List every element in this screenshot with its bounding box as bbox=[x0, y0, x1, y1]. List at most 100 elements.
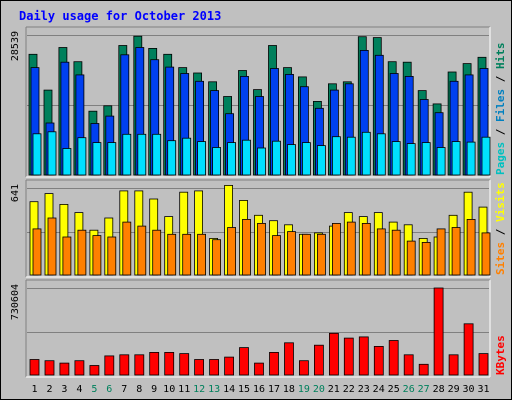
bar-kbytes-day-5 bbox=[89, 365, 100, 376]
bar-kbytes-day-7 bbox=[119, 354, 130, 376]
bar-sites-day-11 bbox=[182, 233, 192, 276]
day-label-20: 20 bbox=[313, 384, 325, 395]
bar-pages-day-16 bbox=[257, 147, 266, 176]
bar-pages-day-3 bbox=[62, 148, 72, 176]
bar-sites-day-26 bbox=[406, 240, 416, 276]
panel-hits-legend: Pages / Files / Hits bbox=[494, 43, 507, 176]
panel-kbytes-area bbox=[26, 280, 490, 377]
legend-separator: / bbox=[494, 222, 507, 242]
bar-sites-day-14 bbox=[227, 227, 237, 276]
bar-kbytes-day-21 bbox=[328, 332, 339, 376]
legend-item-visits: Visits bbox=[494, 182, 507, 222]
day-label-30: 30 bbox=[462, 384, 474, 395]
day-label-13: 13 bbox=[208, 384, 220, 395]
bar-kbytes-day-13 bbox=[209, 359, 220, 376]
bar-kbytes-day-19 bbox=[298, 360, 309, 376]
bar-sites-day-29 bbox=[451, 227, 461, 276]
bar-sites-day-20 bbox=[316, 233, 326, 276]
legend-separator: / bbox=[494, 122, 507, 142]
bar-pages-day-10 bbox=[167, 140, 177, 176]
bar-sites-day-13 bbox=[212, 239, 222, 276]
bar-kbytes-day-15 bbox=[239, 347, 249, 376]
day-label-27: 27 bbox=[418, 384, 430, 395]
bar-sites-day-9 bbox=[152, 229, 162, 276]
bar-sites-day-1 bbox=[32, 228, 42, 276]
bar-pages-day-17 bbox=[272, 140, 281, 176]
bar-sites-day-24 bbox=[376, 228, 386, 276]
day-label-6: 6 bbox=[106, 384, 112, 395]
bar-sites-day-21 bbox=[331, 222, 341, 276]
bar-kbytes-day-22 bbox=[343, 337, 354, 376]
bar-sites-day-28 bbox=[436, 228, 446, 276]
bar-pages-day-24 bbox=[376, 133, 386, 176]
bar-sites-day-30 bbox=[466, 218, 476, 276]
panel-hits-legend-text: Pages / Files / Hits bbox=[494, 43, 507, 176]
bar-sites-day-5 bbox=[92, 235, 102, 276]
legend-item-files: Files bbox=[494, 89, 507, 122]
bar-pages-day-5 bbox=[92, 142, 102, 176]
bar-kbytes-day-17 bbox=[269, 351, 279, 376]
bar-kbytes-day-18 bbox=[284, 342, 294, 376]
bar-kbytes-day-12 bbox=[194, 359, 205, 376]
bar-sites-day-8 bbox=[137, 225, 147, 276]
bar-kbytes-day-2 bbox=[44, 360, 55, 376]
bar-pages-day-7 bbox=[122, 133, 132, 176]
bar-pages-day-13 bbox=[212, 147, 222, 176]
day-label-4: 4 bbox=[76, 384, 82, 395]
day-label-22: 22 bbox=[343, 384, 355, 395]
day-label-2: 2 bbox=[46, 384, 52, 395]
day-label-1: 1 bbox=[31, 384, 37, 395]
day-labels: 1 2 3 4 5 6 7 8 9 10 11 12 13 14 15 16 17 18 19 20 21 22 23 24 2… bbox=[31, 384, 489, 395]
bar-sites-day-31 bbox=[481, 232, 491, 276]
day-label-14: 14 bbox=[223, 384, 235, 395]
panel-kbytes-bars bbox=[29, 287, 489, 376]
bar-pages-day-8 bbox=[137, 133, 147, 176]
bar-pages-day-4 bbox=[77, 137, 87, 176]
bar-pages-day-31 bbox=[481, 136, 491, 176]
bar-kbytes-day-31 bbox=[478, 353, 489, 376]
bar-pages-day-9 bbox=[152, 133, 162, 176]
day-label-16: 16 bbox=[253, 384, 265, 395]
day-label-17: 17 bbox=[268, 384, 280, 395]
panel-kbytes-legend: KBytes bbox=[494, 335, 507, 375]
panel-hits-bars bbox=[28, 35, 491, 176]
day-label-31: 31 bbox=[477, 384, 489, 395]
bar-pages-day-19 bbox=[301, 142, 311, 176]
panel-visits-max-label: 641 bbox=[10, 184, 21, 202]
bar-sites-day-2 bbox=[47, 217, 57, 276]
chart-panels: 28539 Pages / Files / Hits 641 Sites / Visi… bbox=[10, 26, 507, 378]
bar-kbytes-day-20 bbox=[313, 344, 324, 376]
bar-kbytes-day-23 bbox=[358, 336, 369, 376]
day-label-9: 9 bbox=[151, 384, 157, 395]
bar-sites-day-22 bbox=[346, 221, 356, 276]
bar-kbytes-day-26 bbox=[403, 354, 414, 376]
chart-title: Daily usage for October 2013 bbox=[19, 9, 221, 23]
panel-kbytes-legend-text: KBytes bbox=[494, 335, 507, 375]
bar-kbytes-day-28 bbox=[433, 287, 444, 376]
bar-kbytes-day-1 bbox=[29, 359, 40, 376]
bar-pages-day-27 bbox=[421, 142, 431, 176]
bar-sites-day-12 bbox=[197, 233, 207, 276]
bar-pages-day-30 bbox=[466, 141, 476, 176]
bar-pages-day-29 bbox=[451, 141, 461, 176]
bar-kbytes-day-14 bbox=[224, 356, 235, 376]
panel-visits-legend: Sites / Visits bbox=[494, 182, 507, 275]
panel-visits: 641 Sites / Visits bbox=[10, 179, 507, 278]
bar-sites-day-18 bbox=[287, 231, 296, 276]
panel-visits-legend-text: Sites / Visits bbox=[494, 182, 507, 275]
bar-pages-day-6 bbox=[107, 142, 117, 176]
bar-pages-day-20 bbox=[316, 145, 326, 176]
panel-kbytes-max-label: 730604 bbox=[10, 284, 21, 320]
legend-item-pages: Pages bbox=[494, 142, 507, 175]
day-label-5: 5 bbox=[91, 384, 97, 395]
day-label-12: 12 bbox=[193, 384, 205, 395]
bar-pages-day-12 bbox=[197, 141, 207, 176]
panel-visits-bars bbox=[29, 184, 491, 276]
day-label-8: 8 bbox=[136, 384, 142, 395]
bar-kbytes-day-11 bbox=[179, 353, 190, 376]
day-label-7: 7 bbox=[121, 384, 127, 395]
legend-item-sites: Sites bbox=[494, 242, 507, 275]
bar-sites-day-17 bbox=[272, 235, 281, 276]
bar-pages-day-18 bbox=[287, 144, 296, 176]
panel-kbytes: 730604 KBytes bbox=[10, 279, 507, 378]
